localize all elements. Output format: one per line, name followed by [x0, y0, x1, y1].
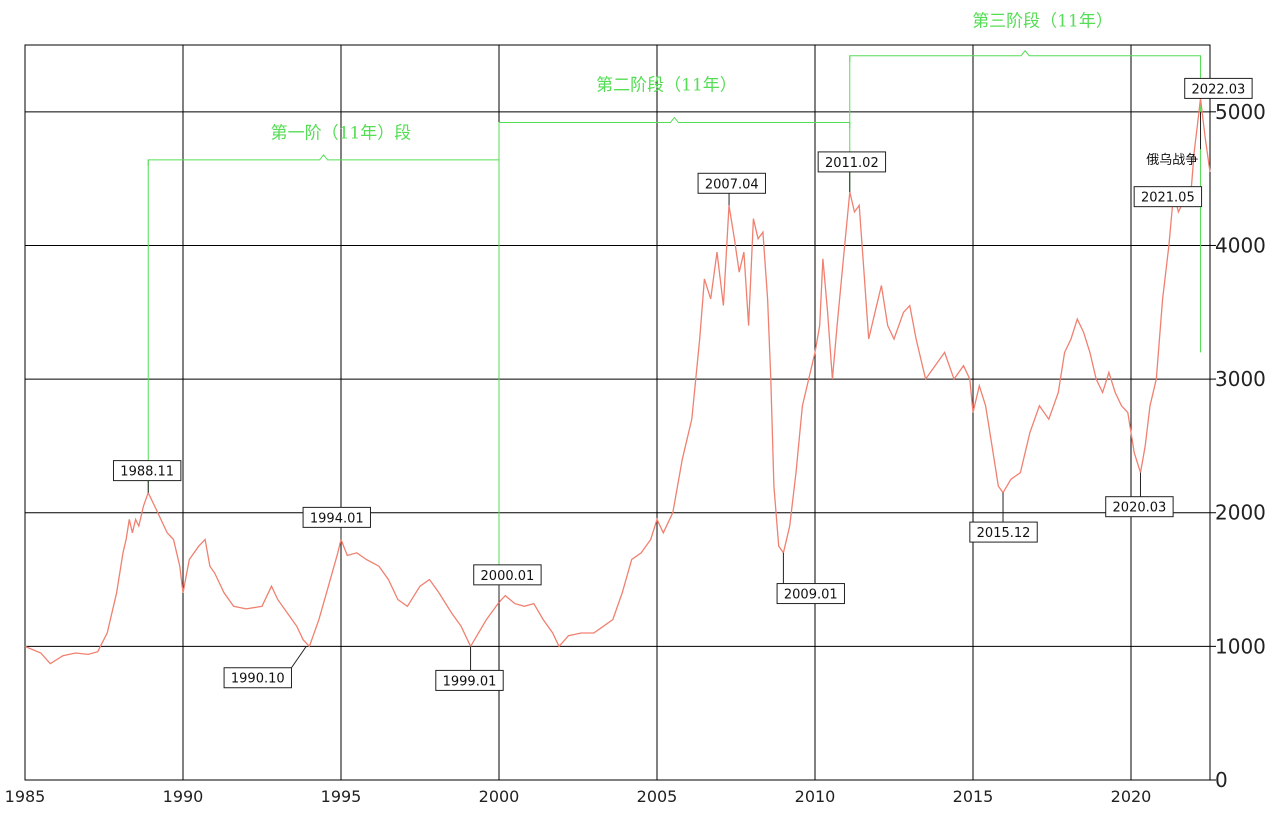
callout-label: 俄乌战争: [1146, 152, 1198, 168]
y-tick-label: 4000: [1215, 233, 1266, 257]
x-tick-label: 2000: [479, 787, 520, 806]
grid-layer: [24, 44, 1216, 781]
axis-label-layer: 1985 1990 1995 2000 2005 2010 2015 2020 0 1000 200…: [5, 100, 1266, 806]
stage-label: 第三阶段（11年）: [972, 11, 1113, 31]
callout-box: [435, 669, 504, 691]
y-tick-label: 2000: [1215, 501, 1266, 525]
stage-label: 第二阶段（11年）: [596, 75, 737, 95]
callout-label: 2007.04: [705, 177, 759, 192]
callout-label: 2015.12: [977, 526, 1031, 541]
callout-box: [1105, 496, 1174, 518]
callout-label: 2020.03: [1113, 501, 1167, 516]
callout-box: [473, 564, 542, 586]
x-tick-label: 1995: [321, 787, 362, 806]
y-tick-label: 5000: [1215, 100, 1266, 124]
callout-box: [112, 460, 182, 482]
callout-box: [969, 521, 1038, 543]
stage-bracket: [849, 49, 1202, 62]
x-tick-label: 1985: [5, 787, 46, 806]
callout-label: 2021.05: [1141, 191, 1195, 206]
stage-label: 第一阶（11年）段: [271, 124, 412, 144]
callout-box: [817, 151, 887, 173]
callout-label: 2011.02: [825, 156, 879, 171]
callout-label: 2009.01: [784, 588, 838, 603]
stage-bracket-layer: 第一阶（11年）段 第二阶段（11年） 第三阶段（11年）: [147, 11, 1202, 603]
y-tick-label: 1000: [1215, 634, 1266, 658]
callout-leader: [291, 646, 307, 669]
x-tick-label: 2020: [1111, 787, 1152, 806]
stage-bracket: [147, 154, 500, 166]
callout-box: [1133, 186, 1203, 208]
annotation-layer: 1988.11 1990.10 1994.01 1999.01 2000.01 2007.…: [112, 77, 1253, 691]
callout-label: 2022.03: [1192, 82, 1246, 97]
y-tick-label: 0: [1215, 768, 1228, 792]
callout-box: [302, 506, 371, 528]
callout-label: 2000.01: [481, 569, 535, 584]
callout-label: 1988.11: [120, 465, 174, 480]
x-tick-label: 2005: [637, 787, 678, 806]
callout-box: [776, 583, 845, 605]
series-layer: [24, 98, 1211, 665]
plot-frame: [24, 44, 1211, 781]
callout-box: [223, 667, 292, 689]
x-tick-label: 2010: [795, 787, 836, 806]
callout-box: [1184, 77, 1253, 99]
series-line: [24, 98, 1211, 665]
callout-label: 1994.01: [310, 511, 364, 526]
callout-label: 1999.01: [443, 674, 497, 689]
callout-box: [697, 172, 766, 194]
x-tick-label: 1990: [163, 787, 204, 806]
stage-bracket: [498, 116, 851, 129]
x-tick-label: 2015: [953, 787, 994, 806]
y-tick-label: 3000: [1215, 367, 1266, 391]
callout-label: 1990.10: [231, 672, 285, 687]
